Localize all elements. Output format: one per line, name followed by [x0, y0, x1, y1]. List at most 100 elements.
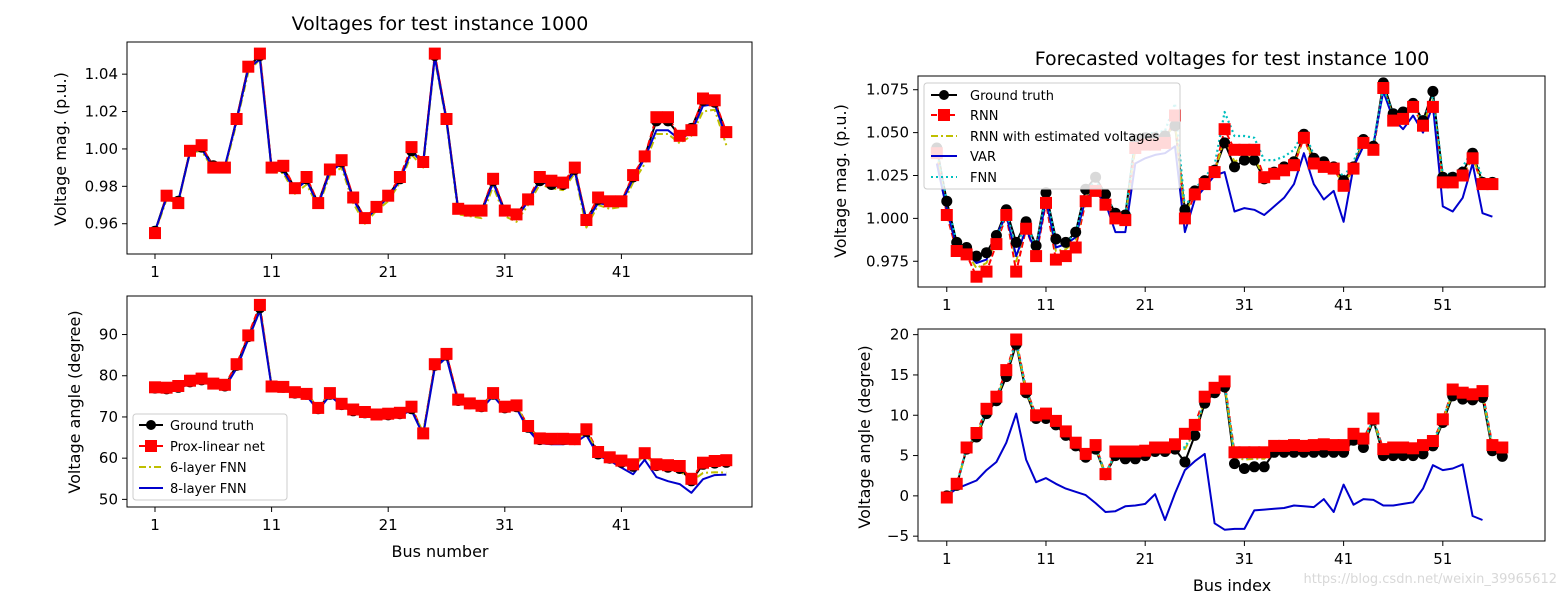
legend-label: 8-layer FNN [170, 482, 247, 497]
data-point [428, 47, 441, 60]
data-point [970, 270, 983, 283]
data-point [323, 163, 336, 176]
data-point [940, 209, 953, 221]
data-point [428, 358, 441, 371]
data-point [1030, 250, 1043, 263]
y-tick-label: 90 [99, 326, 118, 344]
data-point [1049, 253, 1062, 266]
y-tick-label: 0.975 [866, 252, 909, 270]
data-point [277, 159, 290, 172]
data-point [1010, 333, 1023, 346]
data-point [1030, 409, 1043, 422]
data-point [1248, 446, 1261, 459]
data-point [1387, 441, 1400, 454]
data-point [1288, 159, 1300, 172]
data-point [673, 129, 686, 142]
legend-item-8-layer-fnn: 8-layer FNN [139, 482, 247, 497]
data-point [971, 250, 982, 262]
data-point [638, 447, 651, 460]
x-tick-label: 31 [1235, 550, 1254, 568]
data-point [1010, 265, 1023, 278]
data-point [685, 472, 698, 485]
data-point [960, 441, 973, 454]
data-point [1426, 100, 1439, 113]
data-point [1229, 458, 1240, 470]
legend-item-rnn-estimated: RNN with estimated voltages [931, 130, 1159, 145]
data-point [253, 47, 266, 60]
data-point [1427, 85, 1439, 97]
data-point [638, 150, 651, 163]
data-point [1099, 198, 1112, 211]
data-point [557, 432, 570, 445]
data-point [522, 420, 535, 432]
x-tick-label: 1 [150, 263, 160, 281]
data-point [510, 208, 523, 221]
data-point [1417, 448, 1429, 460]
data-point [1258, 461, 1270, 473]
plot-area [149, 298, 733, 494]
data-point [981, 247, 992, 259]
data-point [440, 113, 453, 125]
data-point [218, 378, 231, 391]
data-point [207, 377, 220, 390]
data-point [1258, 171, 1271, 184]
data-point [312, 197, 325, 210]
data-point [1188, 418, 1201, 431]
left-ang-ylabel: Voltage angle (degree) [65, 310, 84, 493]
legend-label: VAR [970, 150, 996, 165]
data-point [1100, 188, 1111, 200]
data-point [347, 403, 360, 416]
data-point [265, 161, 278, 174]
x-tick-label: 21 [1136, 296, 1155, 314]
plot-area [149, 47, 733, 240]
x-tick-label: 21 [1136, 550, 1155, 568]
data-point [393, 406, 406, 419]
data-point [1476, 178, 1489, 191]
data-point [149, 227, 161, 240]
data-point [708, 94, 721, 107]
data-point [950, 477, 963, 490]
data-point [1139, 444, 1152, 457]
data-point [1496, 450, 1508, 462]
data-point [335, 397, 348, 410]
data-point [1307, 439, 1320, 452]
data-point [1109, 212, 1122, 225]
left-mag-ylabel: Voltage mag. (p.u.) [51, 72, 70, 226]
data-point [1228, 446, 1241, 459]
data-point [1466, 388, 1479, 401]
data-point [1218, 375, 1231, 388]
data-point [1030, 240, 1042, 252]
data-point [1040, 187, 1052, 199]
data-point [382, 189, 395, 202]
legend-item-ground-truth: Ground truth [931, 89, 1054, 104]
x-tick-label: 21 [379, 263, 398, 281]
data-point [1228, 143, 1241, 156]
y-tick-label: 1.025 [866, 166, 909, 184]
data-point [1278, 164, 1291, 177]
data-point [312, 401, 325, 414]
data-point [1297, 439, 1310, 452]
data-point [1248, 461, 1260, 473]
data-point [1337, 179, 1350, 192]
data-point [592, 446, 605, 458]
data-point [277, 380, 290, 393]
data-point [1417, 439, 1429, 452]
y-tick-label: 1.00 [85, 140, 118, 158]
data-point [1436, 413, 1449, 426]
data-point [533, 432, 546, 445]
data-point [172, 197, 185, 210]
legend-label: RNN with estimated voltages [970, 130, 1159, 145]
data-point [440, 347, 453, 360]
y-tick-label: 10 [890, 406, 909, 424]
x-tick-label: 51 [1433, 550, 1452, 568]
y-tick-label: 1.050 [866, 124, 909, 142]
data-point [1317, 438, 1330, 451]
data-point [1229, 161, 1240, 173]
data-point [650, 111, 663, 124]
right-ang-ylabel: Voltage angle (degree) [855, 345, 874, 528]
data-point [941, 195, 953, 207]
data-point [1198, 178, 1211, 191]
data-point [1387, 114, 1400, 127]
